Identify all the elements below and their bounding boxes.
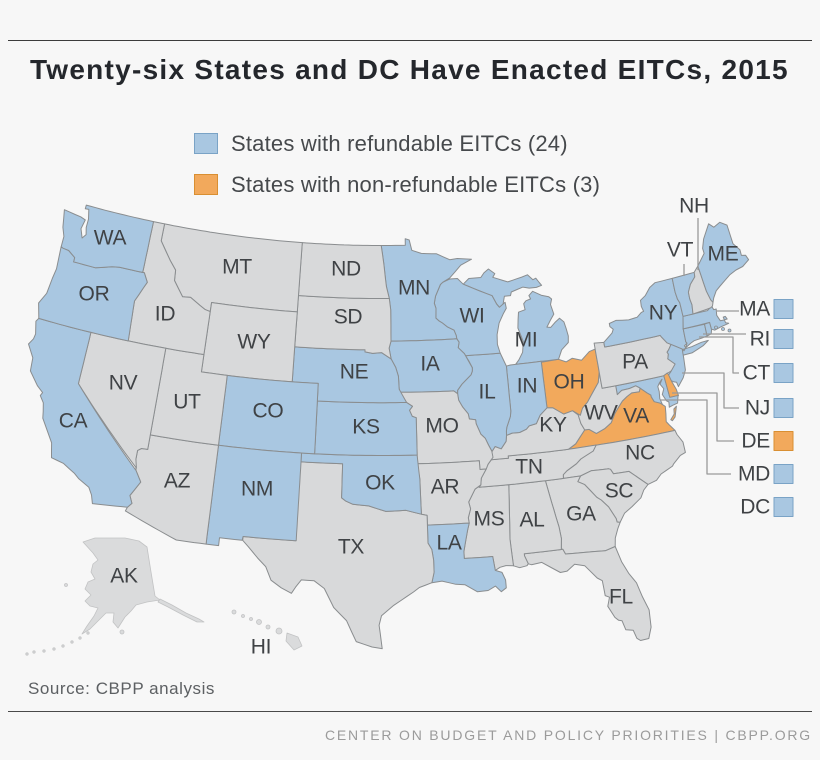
svg-text:OR: OR — [79, 283, 110, 306]
svg-text:WI: WI — [459, 305, 484, 328]
svg-text:HI: HI — [251, 636, 271, 659]
svg-text:WV: WV — [584, 402, 618, 425]
svg-text:DE: DE — [741, 430, 770, 453]
svg-text:AR: AR — [431, 476, 460, 499]
svg-text:ID: ID — [155, 303, 176, 326]
svg-text:RI: RI — [750, 328, 770, 351]
svg-text:WY: WY — [237, 331, 271, 354]
svg-text:IN: IN — [517, 375, 537, 398]
svg-text:TN: TN — [515, 456, 542, 479]
svg-text:ME: ME — [708, 243, 739, 266]
svg-text:WA: WA — [94, 227, 127, 250]
svg-text:NV: NV — [109, 372, 138, 395]
svg-text:NH: NH — [679, 195, 709, 218]
svg-text:ND: ND — [331, 258, 361, 281]
svg-text:NE: NE — [340, 361, 369, 384]
svg-text:MS: MS — [474, 508, 505, 531]
svg-text:NC: NC — [625, 442, 655, 465]
svg-text:AL: AL — [519, 509, 544, 532]
svg-text:VT: VT — [667, 239, 694, 262]
svg-text:MI: MI — [515, 329, 538, 352]
svg-text:KS: KS — [352, 416, 380, 439]
svg-text:VA: VA — [623, 405, 649, 428]
svg-text:IL: IL — [479, 381, 496, 404]
svg-text:TX: TX — [338, 536, 365, 559]
svg-text:PA: PA — [622, 351, 648, 374]
svg-text:LA: LA — [436, 532, 461, 555]
svg-text:SC: SC — [605, 480, 634, 503]
svg-text:MT: MT — [222, 256, 252, 279]
svg-text:NM: NM — [241, 478, 273, 501]
svg-text:OH: OH — [554, 371, 585, 394]
svg-text:FL: FL — [609, 586, 633, 609]
svg-text:MN: MN — [398, 277, 430, 300]
svg-text:CA: CA — [59, 410, 88, 433]
svg-text:CT: CT — [743, 362, 771, 385]
svg-text:OK: OK — [365, 472, 395, 495]
svg-text:DC: DC — [740, 496, 770, 519]
svg-text:UT: UT — [173, 391, 201, 414]
svg-text:MA: MA — [739, 298, 770, 321]
svg-text:AK: AK — [110, 565, 138, 588]
svg-text:NJ: NJ — [745, 397, 770, 420]
svg-text:IA: IA — [420, 353, 440, 376]
svg-text:MO: MO — [425, 415, 458, 438]
svg-text:AZ: AZ — [164, 470, 191, 493]
svg-text:CO: CO — [253, 400, 284, 423]
svg-text:MD: MD — [738, 463, 770, 486]
svg-text:NY: NY — [649, 302, 678, 325]
svg-text:SD: SD — [334, 306, 363, 329]
svg-text:KY: KY — [539, 414, 567, 437]
svg-text:GA: GA — [566, 503, 596, 526]
